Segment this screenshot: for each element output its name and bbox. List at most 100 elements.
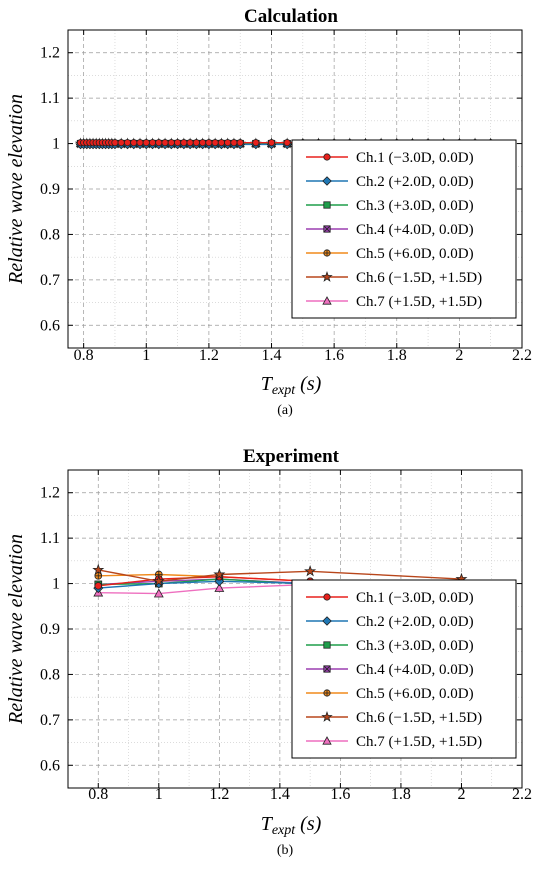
marker-triangle bbox=[214, 583, 225, 592]
data-point-ch1 bbox=[186, 139, 194, 147]
legend-label: Ch.7 (+1.5D, +1.5D) bbox=[356, 734, 482, 750]
legend-item-ch1: Ch.1 (−3.0D, 0.0D) bbox=[306, 590, 474, 606]
x-tick-label: 2 bbox=[455, 347, 463, 364]
marker-circle bbox=[236, 139, 244, 147]
y-tick-label: 0.6 bbox=[40, 757, 60, 774]
marker-star bbox=[321, 270, 333, 282]
legend-marker bbox=[323, 249, 331, 257]
legend-label: Ch.1 (−3.0D, 0.0D) bbox=[356, 590, 474, 606]
y-axis: 0.6 0.7 0.8 0.9 1 1.1 1.2 bbox=[40, 485, 522, 774]
x-tick-label: 1.4 bbox=[270, 786, 290, 803]
marker-star bbox=[213, 568, 226, 580]
data-point-ch6 bbox=[92, 563, 105, 576]
legend-box bbox=[291, 139, 517, 319]
y-tick-label: 0.7 bbox=[40, 272, 60, 289]
legend-item-ch7: Ch.7 (+1.5D, +1.5D) bbox=[306, 294, 482, 310]
y-tick-label: 0.6 bbox=[40, 317, 60, 334]
y-axis-label: Relative wave elevation bbox=[5, 534, 27, 725]
x-label-unit: (s) bbox=[295, 813, 321, 835]
legend-marker bbox=[322, 616, 332, 626]
y-tick-label: 0.8 bbox=[40, 666, 60, 683]
x-tick-label: 2 bbox=[457, 786, 465, 803]
data-point-ch1 bbox=[136, 139, 144, 147]
x-tick-label: 1.6 bbox=[324, 347, 344, 364]
legend-label: Ch.3 (+3.0D, 0.0D) bbox=[356, 638, 474, 654]
marker-circle bbox=[180, 139, 188, 147]
x-tick-label: 1.2 bbox=[209, 786, 229, 803]
marker-circle bbox=[323, 593, 331, 601]
legend-marker bbox=[323, 153, 331, 161]
legend-label: Ch.2 (+2.0D, 0.0D) bbox=[356, 614, 474, 630]
marker-circle bbox=[323, 153, 331, 161]
legend-marker bbox=[322, 296, 332, 305]
legend-label: Ch.3 (+3.0D, 0.0D) bbox=[356, 198, 474, 214]
legend-marker bbox=[323, 641, 331, 649]
data-point-ch1 bbox=[117, 139, 125, 147]
data-point-ch1 bbox=[180, 139, 188, 147]
y-tick-label: 1 bbox=[52, 576, 60, 593]
y-tick-label: 1 bbox=[52, 136, 60, 153]
data-point-ch6 bbox=[304, 564, 317, 577]
legend-label: Ch.4 (+4.0D, 0.0D) bbox=[356, 222, 474, 238]
marker-circle bbox=[117, 139, 125, 147]
marker-circle bbox=[252, 139, 260, 147]
marker-circle bbox=[161, 139, 169, 147]
data-point-ch1 bbox=[161, 139, 169, 147]
marker-diamond bbox=[214, 576, 225, 587]
legend-item-ch4: Ch.4 (+4.0D, 0.0D) bbox=[306, 662, 474, 678]
marker-circle bbox=[173, 139, 182, 147]
panel-caption: (a) bbox=[277, 403, 293, 418]
data-point-ch1 bbox=[167, 139, 175, 147]
marker-circle bbox=[224, 139, 232, 147]
data-point-ch1 bbox=[155, 139, 163, 147]
data-point-ch2 bbox=[214, 576, 225, 587]
legend-item-ch3: Ch.3 (+3.0D, 0.0D) bbox=[306, 638, 474, 654]
marker-circle bbox=[123, 139, 132, 147]
data-point-ch1 bbox=[267, 139, 276, 147]
data-point-ch6 bbox=[213, 568, 226, 580]
legend-marker bbox=[321, 270, 333, 282]
data-point-ch6 bbox=[152, 574, 165, 587]
data-point-ch1 bbox=[142, 139, 150, 147]
marker-circle bbox=[167, 139, 175, 147]
x-label-unit: (s) bbox=[295, 373, 321, 395]
y-axis: 0.6 0.7 0.8 0.9 1 1.1 1.2 bbox=[40, 45, 522, 334]
marker-circle bbox=[230, 139, 238, 147]
legend-marker bbox=[322, 176, 332, 186]
data-point-ch1 bbox=[283, 139, 291, 147]
marker-star bbox=[152, 574, 165, 587]
data-point-ch1 bbox=[236, 139, 244, 147]
y-tick-label: 1.1 bbox=[40, 90, 60, 107]
x-tick-label: 0.8 bbox=[88, 786, 108, 803]
data-point-ch1 bbox=[217, 139, 226, 147]
marker-circle bbox=[186, 139, 194, 147]
x-tick-label: 2.2 bbox=[512, 347, 532, 364]
y-tick-label: 1.1 bbox=[40, 530, 60, 547]
x-tick-label: 1.2 bbox=[199, 347, 219, 364]
chart-panel-experiment: 0.8 1 1.2 1.4 1.6 1.8 2 2.2 0.6 0.7 0.8 0.9 1 1.1 1.2 E… bbox=[5, 446, 532, 858]
data-point-ch1 bbox=[148, 139, 157, 147]
data-point-ch1 bbox=[252, 139, 260, 147]
legend-item-ch3: Ch.3 (+3.0D, 0.0D) bbox=[306, 198, 474, 214]
data-point-ch7 bbox=[153, 588, 164, 598]
marker-triangle bbox=[153, 588, 164, 598]
data-point-ch1 bbox=[111, 139, 119, 147]
panel-caption: (b) bbox=[277, 843, 294, 858]
y-tick-label: 0.9 bbox=[40, 621, 60, 638]
legend-item-ch5: Ch.5 (+6.0D, 0.0D) bbox=[306, 686, 474, 702]
legend-marker bbox=[323, 201, 331, 209]
legend-label: Ch.5 (+6.0D, 0.0D) bbox=[356, 686, 474, 702]
chart-panel-calculation: 0.8 1 1.2 1.4 1.6 1.8 2 2.2 0.6 0.7 0.8 0.9 1 1.1 1.2 C… bbox=[5, 6, 532, 418]
marker-circle bbox=[211, 139, 219, 147]
x-label-subscript: expt bbox=[272, 383, 296, 398]
x-label-main: T bbox=[261, 813, 274, 835]
data-point-ch1 bbox=[94, 582, 103, 590]
data-point-ch1 bbox=[192, 139, 200, 147]
legend-label: Ch.1 (−3.0D, 0.0D) bbox=[356, 150, 474, 166]
legend: Ch.1 (−3.0D, 0.0D) Ch.2 (+2.0D, 0.0D) Ch.3… bbox=[291, 139, 517, 319]
marker-circle bbox=[199, 139, 207, 147]
data-point-ch1 bbox=[224, 139, 232, 147]
legend-item-ch2: Ch.2 (+2.0D, 0.0D) bbox=[306, 614, 474, 630]
legend-item-ch4: Ch.4 (+4.0D, 0.0D) bbox=[306, 222, 474, 238]
